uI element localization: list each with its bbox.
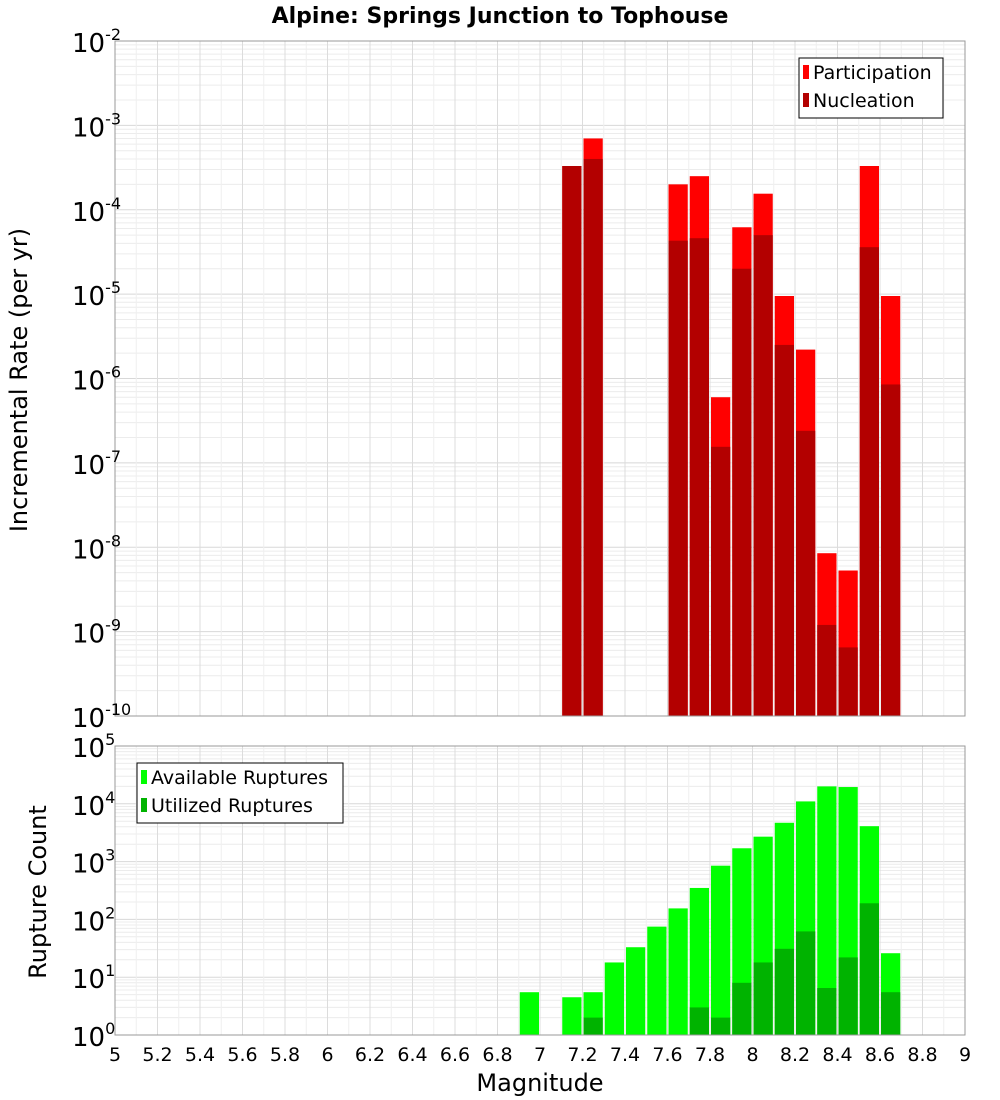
y-tick-label: 10-9 xyxy=(72,616,121,650)
bar-nucleation xyxy=(774,344,794,716)
x-tick-label: 6.6 xyxy=(440,1044,470,1066)
y-tick-label: 103 xyxy=(72,846,115,880)
bar-nucleation xyxy=(732,268,752,716)
y-axis-label-rate: Incremental Rate (per yr) xyxy=(5,228,33,532)
y-tick-label: 10-3 xyxy=(72,109,121,143)
bar-available-ruptures xyxy=(562,997,582,1035)
bar-nucleation xyxy=(796,430,816,716)
bar-nucleation xyxy=(859,247,879,716)
y-tick-label: 10-7 xyxy=(72,447,121,481)
bar-nucleation xyxy=(562,166,582,717)
bar-available-ruptures xyxy=(647,926,667,1035)
y-tick-labels: 10-10 10-9 10-8 10-7 10-6 10-5 10-4 10-3 10-2 xyxy=(72,25,131,734)
rupture-count-panel: 100 101 102 103 104 105 Available Ruptures Util… xyxy=(72,730,966,1053)
x-tick-label: 9 xyxy=(959,1044,971,1066)
legend-swatch xyxy=(141,798,147,812)
y-tick-label: 101 xyxy=(72,961,115,995)
y-tick-labels: 100 101 102 103 104 105 xyxy=(72,730,115,1053)
y-axis-label-count: Rupture Count xyxy=(24,805,52,979)
legend-label: Available Ruptures xyxy=(151,767,328,789)
y-tick-label: 104 xyxy=(72,788,115,822)
y-tick-label: 102 xyxy=(72,903,115,937)
legend-box xyxy=(798,57,944,119)
bar-utilized-ruptures xyxy=(753,962,773,1035)
bar-available-ruptures xyxy=(519,992,539,1035)
bar-utilized-ruptures xyxy=(711,1017,731,1035)
bar-utilized-ruptures xyxy=(859,903,879,1035)
bar-utilized-ruptures xyxy=(817,988,837,1035)
rate-panel: 10-10 10-9 10-8 10-7 10-6 10-5 10-4 10-3 10-2 Par… xyxy=(72,25,966,734)
y-tick-label: 100 xyxy=(72,1019,115,1053)
bar-utilized-ruptures xyxy=(796,931,816,1035)
bar-utilized-ruptures xyxy=(838,957,858,1035)
y-tick-label: 10-4 xyxy=(72,194,121,228)
x-tick-label: 8 xyxy=(746,1044,758,1066)
x-tick-label: 6.2 xyxy=(355,1044,385,1066)
legend-swatch xyxy=(803,65,809,79)
x-tick-label: 7.4 xyxy=(610,1044,640,1066)
bar-available-ruptures xyxy=(668,908,688,1035)
legend-box xyxy=(136,762,344,824)
bar-utilized-ruptures xyxy=(774,948,794,1035)
x-tick-label: 5.2 xyxy=(142,1044,172,1066)
x-tick-label: 5.4 xyxy=(185,1044,215,1066)
x-tick-label: 5 xyxy=(109,1044,121,1066)
x-axis-label: Magnitude xyxy=(476,1069,603,1097)
y-tick-label: 10-10 xyxy=(72,700,131,734)
x-tick-label: 8.6 xyxy=(865,1044,895,1066)
plot-frame xyxy=(114,40,966,717)
bar-available-ruptures xyxy=(817,786,837,1035)
x-tick-label: 5.8 xyxy=(270,1044,300,1066)
x-tick-label: 8.2 xyxy=(780,1044,810,1066)
x-tick-label: 6.8 xyxy=(482,1044,512,1066)
bar-nucleation xyxy=(583,158,603,717)
y-tick-label: 10-2 xyxy=(72,25,121,59)
bar-nucleation xyxy=(838,647,858,716)
legend: Participation Nucleation xyxy=(798,57,944,119)
x-tick-label: 7.6 xyxy=(652,1044,682,1066)
x-tick-label: 8.8 xyxy=(907,1044,937,1066)
x-tick-label: 6.4 xyxy=(397,1044,427,1066)
bar-nucleation xyxy=(881,384,901,716)
x-tick-label: 8.4 xyxy=(822,1044,852,1066)
legend: Available Ruptures Utilized Ruptures xyxy=(136,762,344,824)
bar-utilized-ruptures xyxy=(583,1017,603,1035)
bar-available-ruptures xyxy=(689,887,709,1035)
y-tick-label: 10-5 xyxy=(72,278,121,312)
bar-available-ruptures xyxy=(711,865,731,1035)
bars xyxy=(519,786,901,1035)
bar-nucleation xyxy=(817,624,837,716)
x-axis: 5 5.2 5.4 5.6 5.8 6 6.2 6.4 6.6 6.8 7 7.2 7.4 7.6 7.8 8… xyxy=(109,1044,971,1066)
x-tick-label: 5.6 xyxy=(227,1044,257,1066)
bar-nucleation xyxy=(753,235,773,716)
bar-nucleation xyxy=(711,446,731,716)
bars xyxy=(562,138,901,717)
legend-swatch xyxy=(803,93,809,107)
legend-label: Utilized Ruptures xyxy=(151,795,313,817)
x-tick-label: 7 xyxy=(534,1044,546,1066)
y-tick-label: 105 xyxy=(72,730,115,764)
bar-nucleation xyxy=(689,238,709,716)
x-tick-label: 6 xyxy=(321,1044,333,1066)
legend-swatch xyxy=(141,770,147,784)
bar-utilized-ruptures xyxy=(881,992,901,1035)
chart-title: Alpine: Springs Junction to Tophouse xyxy=(272,4,729,29)
legend-label: Nucleation xyxy=(813,90,915,112)
legend-label: Participation xyxy=(813,62,932,84)
bar-available-ruptures xyxy=(626,947,646,1035)
bar-available-ruptures xyxy=(604,962,624,1035)
grid xyxy=(114,41,966,717)
y-tick-label: 10-8 xyxy=(72,531,121,565)
bar-nucleation xyxy=(668,240,688,717)
x-tick-label: 7.8 xyxy=(695,1044,725,1066)
x-tick-label: 7.2 xyxy=(567,1044,597,1066)
y-tick-label: 10-6 xyxy=(72,363,121,397)
plot-frame xyxy=(114,745,966,1036)
bar-utilized-ruptures xyxy=(689,1007,709,1035)
bar-utilized-ruptures xyxy=(732,982,752,1035)
